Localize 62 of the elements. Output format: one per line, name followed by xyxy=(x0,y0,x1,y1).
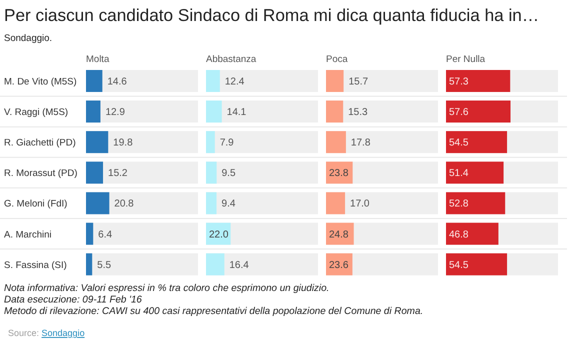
bar xyxy=(86,192,110,214)
data-label: 23.8 xyxy=(329,168,349,180)
y-tick-label: G. Meloni (FdI) xyxy=(4,198,68,210)
bar xyxy=(206,131,215,154)
data-label: 52.8 xyxy=(449,198,469,210)
chart-title: Abbastanza xyxy=(206,54,257,65)
data-label: 54.5 xyxy=(449,260,469,271)
text: Nota informativa: Valori espressi in % tra coloro che esprimono un giudizio. xyxy=(4,283,330,294)
data-label: 12.4 xyxy=(224,76,245,88)
data-label: 17.0 xyxy=(350,198,370,210)
data-label: 23.6 xyxy=(329,260,349,271)
text: Metodo di rilevazione: CAWI su 400 casi rappresentativi della popolazione del Comune di Roma. xyxy=(4,306,424,317)
bar xyxy=(326,100,344,123)
bar xyxy=(86,222,94,245)
data-label: 9.5 xyxy=(222,168,236,180)
data-label: 5.5 xyxy=(97,260,112,271)
data-label: 20.8 xyxy=(114,198,134,210)
data-label: 57.6 xyxy=(449,107,469,118)
y-tick-label: S. Fassina (SI) xyxy=(4,260,67,271)
source-note: Source: Sondaggio xyxy=(8,328,85,338)
text: Data esecuzione: 09-11 Feb '16 xyxy=(4,294,142,306)
y-tick-label: A. Marchini xyxy=(4,229,52,240)
y-tick-label: V. Raggi (M5S) xyxy=(4,107,68,118)
bar xyxy=(206,70,220,92)
data-label: 51.4 xyxy=(449,168,469,180)
y-tick-label: M. De Vito (M5S) xyxy=(4,76,77,88)
data-label: 15.3 xyxy=(348,107,368,118)
data-label: 15.2 xyxy=(108,168,128,180)
bar xyxy=(326,70,344,92)
bar xyxy=(206,192,217,214)
data-label: 19.8 xyxy=(113,138,134,149)
bar xyxy=(206,253,224,276)
bar xyxy=(326,192,346,214)
data-label: 6.4 xyxy=(98,229,113,240)
text: Per ciascun candidato Sindaco di Roma mi dica quanta fiducia ha in… xyxy=(4,5,540,25)
data-label: 46.8 xyxy=(449,229,469,240)
chart-title: Poca xyxy=(326,54,348,65)
data-label: 16.4 xyxy=(229,260,250,271)
data-label: 14.1 xyxy=(226,107,247,118)
data-label: 15.7 xyxy=(348,76,368,88)
data-label: 24.8 xyxy=(329,229,349,240)
data-label: 14.6 xyxy=(107,76,128,88)
chart-title: Molta xyxy=(86,54,110,65)
bar xyxy=(86,100,100,123)
chart-title: Per Nulla xyxy=(446,54,486,65)
bar xyxy=(86,253,92,276)
text: Sondaggio. xyxy=(4,33,52,44)
bar xyxy=(86,162,104,184)
y-tick-label: R. Giachetti (PD) xyxy=(4,138,76,149)
y-tick-label: R. Morassut (PD) xyxy=(4,168,78,180)
bar xyxy=(86,70,102,92)
bar xyxy=(86,131,108,154)
data-label: 22.0 xyxy=(209,229,229,240)
bar xyxy=(206,100,222,123)
data-label: 57.3 xyxy=(449,76,469,88)
data-label: 54.5 xyxy=(449,138,469,149)
bar xyxy=(206,162,217,184)
data-label: 17.8 xyxy=(350,138,371,149)
data-label: 12.9 xyxy=(105,107,126,118)
data-label: 9.4 xyxy=(222,198,236,210)
bar xyxy=(326,131,346,154)
data-label: 7.9 xyxy=(220,138,234,149)
